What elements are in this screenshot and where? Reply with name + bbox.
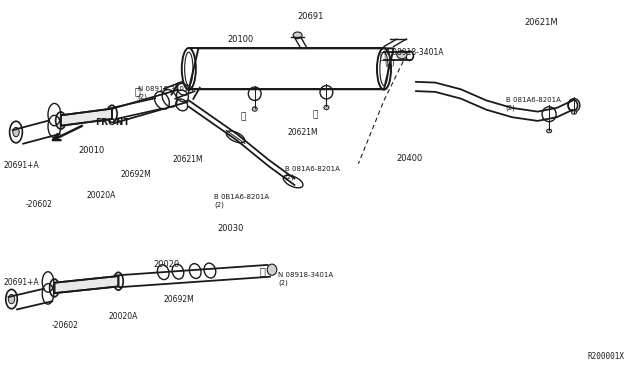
Ellipse shape bbox=[572, 110, 577, 114]
Text: 20400: 20400 bbox=[397, 154, 423, 163]
Text: 20692M: 20692M bbox=[120, 170, 151, 179]
Text: 20692M: 20692M bbox=[163, 295, 194, 304]
Text: 20020: 20020 bbox=[154, 260, 180, 269]
Ellipse shape bbox=[268, 264, 277, 275]
Text: 20030: 20030 bbox=[218, 224, 244, 233]
Text: B 0B1A6-8201A
(2): B 0B1A6-8201A (2) bbox=[214, 194, 269, 208]
Text: Ⓑ: Ⓑ bbox=[241, 113, 246, 122]
Text: FRONT: FRONT bbox=[95, 118, 129, 127]
Ellipse shape bbox=[13, 127, 19, 137]
Ellipse shape bbox=[324, 105, 329, 110]
Text: 20621M: 20621M bbox=[173, 155, 204, 164]
Polygon shape bbox=[61, 109, 112, 126]
Text: 20691: 20691 bbox=[298, 12, 324, 21]
Text: -20602: -20602 bbox=[51, 321, 78, 330]
Text: -20602: -20602 bbox=[26, 200, 52, 209]
Text: Ⓝ: Ⓝ bbox=[134, 86, 141, 96]
Text: B 081A6-8201A
(2): B 081A6-8201A (2) bbox=[285, 166, 340, 180]
Text: R200001X: R200001X bbox=[587, 352, 624, 361]
Polygon shape bbox=[54, 276, 118, 293]
Text: 20691+A: 20691+A bbox=[3, 161, 39, 170]
Ellipse shape bbox=[397, 51, 407, 59]
Text: N 08918-3401A
(2): N 08918-3401A (2) bbox=[278, 272, 333, 286]
Text: 20020A: 20020A bbox=[86, 191, 116, 200]
Text: N 08918-3401A
(2): N 08918-3401A (2) bbox=[384, 48, 444, 68]
Text: 20621M: 20621M bbox=[525, 18, 559, 27]
Text: 20020A: 20020A bbox=[109, 312, 138, 321]
Text: 20100: 20100 bbox=[227, 35, 253, 44]
Ellipse shape bbox=[8, 295, 15, 304]
Text: 20691+A: 20691+A bbox=[3, 278, 39, 287]
Text: Ⓑ: Ⓑ bbox=[312, 111, 317, 120]
Text: 20621M: 20621M bbox=[288, 128, 319, 137]
Text: Ⓝ: Ⓝ bbox=[380, 50, 386, 60]
Text: Ⓝ: Ⓝ bbox=[259, 267, 266, 276]
Ellipse shape bbox=[252, 107, 257, 111]
Text: B 081A6-8201A
(2): B 081A6-8201A (2) bbox=[506, 97, 561, 111]
Ellipse shape bbox=[293, 32, 302, 39]
Text: N 08918-3401A
(2): N 08918-3401A (2) bbox=[138, 86, 193, 100]
Ellipse shape bbox=[547, 129, 552, 133]
Text: 20010: 20010 bbox=[78, 146, 104, 155]
